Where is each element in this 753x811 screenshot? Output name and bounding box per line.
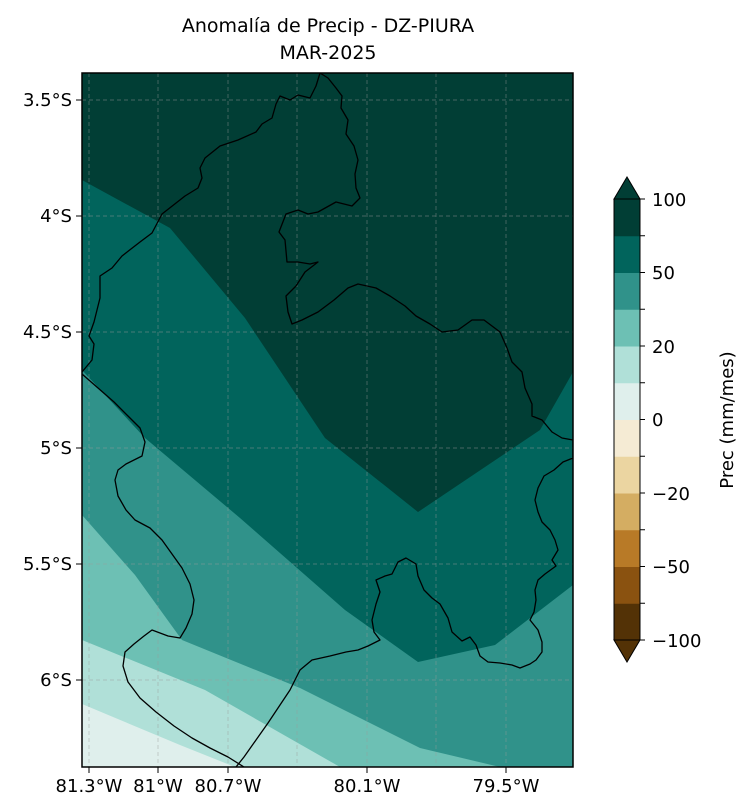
colorbar-extend-high bbox=[613, 176, 641, 200]
lat-axis: 3.5°S 4°S 4.5°S 5°S 5.5°S 6°S bbox=[23, 90, 82, 691]
colorbar-segment bbox=[614, 272, 640, 310]
lat-tick-label: 3.5°S bbox=[23, 90, 72, 111]
colorbar-segment bbox=[614, 309, 640, 347]
colorbar-segment bbox=[614, 382, 640, 420]
colorbar-segment bbox=[614, 456, 640, 494]
map-panel bbox=[81, 72, 574, 768]
map-frame bbox=[81, 72, 574, 768]
colorbar-tick-label: 50 bbox=[652, 263, 675, 284]
lat-tick-label: 4.5°S bbox=[23, 322, 72, 343]
anomaly-band-0-10 bbox=[82, 704, 235, 767]
colorbar-extend-low bbox=[613, 639, 641, 663]
colorbar-segment bbox=[614, 603, 640, 641]
lat-tick-label: 6°S bbox=[40, 670, 72, 691]
piura-border bbox=[82, 73, 573, 767]
lon-tick-label: 79.5°W bbox=[473, 776, 540, 797]
map-gridlines bbox=[82, 73, 573, 767]
colorbar-tick-label: 20 bbox=[652, 337, 675, 358]
colorbar-ticks bbox=[640, 198, 645, 641]
colorbar-tick-label: −100 bbox=[652, 631, 701, 652]
map-subtitle: MAR-2025 bbox=[279, 42, 376, 64]
colorbar-label: Prec (mm/mes) bbox=[717, 351, 738, 488]
colorbar-tick-label: 100 bbox=[652, 190, 686, 211]
colorbar-segment bbox=[614, 235, 640, 273]
lon-tick-label: 80.1°W bbox=[334, 776, 401, 797]
colorbar-segments bbox=[614, 199, 640, 641]
map-title: Anomalía de Precip - DZ-PIURA bbox=[182, 15, 474, 37]
boundary-layer bbox=[82, 73, 573, 767]
colorbar-tick-label: −20 bbox=[652, 484, 690, 505]
coastline bbox=[82, 373, 245, 767]
colorbar-segment bbox=[614, 566, 640, 604]
lon-tick-label: 81.3°W bbox=[56, 776, 123, 797]
lat-tick-label: 4°S bbox=[40, 206, 72, 227]
colorbar-segment bbox=[614, 199, 640, 237]
colorbar-tick-label: 0 bbox=[652, 410, 663, 431]
colorbar-segment bbox=[614, 346, 640, 384]
colorbar-segment bbox=[614, 419, 640, 457]
colorbar-segment bbox=[614, 529, 640, 567]
lon-axis: 81.3°W 81°W 80.7°W 80.1°W 79.5°W bbox=[56, 767, 540, 797]
colorbar: 100 50 20 0 −20 −50 −100 Prec (mm/mes) bbox=[613, 176, 738, 663]
colorbar-tick-label: −50 bbox=[652, 557, 690, 578]
colorbar-segment bbox=[614, 493, 640, 531]
lon-tick-label: 80.7°W bbox=[195, 776, 262, 797]
anomaly-fill-layer bbox=[82, 73, 573, 767]
lat-tick-label: 5°S bbox=[40, 438, 72, 459]
lat-tick-label: 5.5°S bbox=[23, 554, 72, 575]
lon-tick-label: 81°W bbox=[133, 776, 183, 797]
